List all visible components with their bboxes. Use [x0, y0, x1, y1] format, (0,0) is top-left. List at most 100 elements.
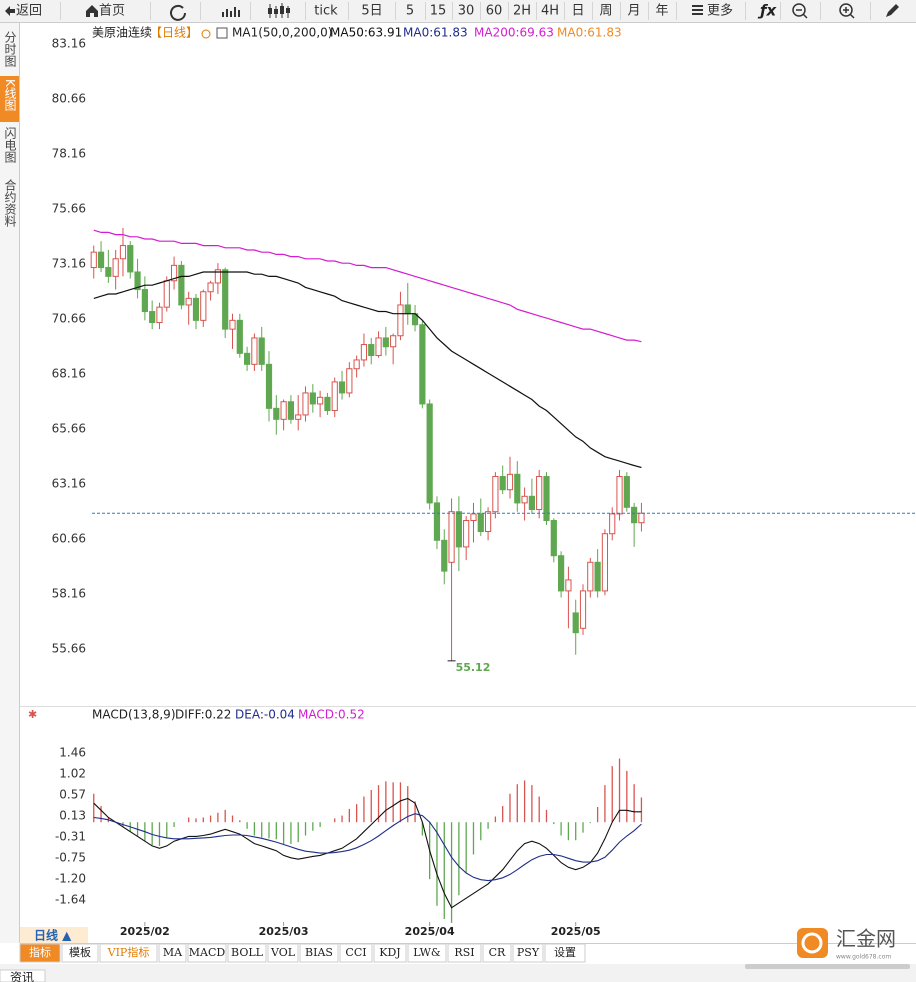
candle-body	[149, 311, 156, 324]
home-icon	[86, 5, 98, 17]
indicator-tab[interactable]: LW&	[413, 946, 441, 959]
indicator-tab[interactable]: BIAS	[305, 946, 333, 959]
indicator-tab[interactable]: MACD	[189, 946, 226, 959]
indicator-tab[interactable]: CR	[489, 946, 506, 959]
candle-body	[477, 513, 484, 533]
indicator-tab[interactable]: RSI	[454, 946, 474, 959]
candle-body	[514, 473, 521, 504]
candle-body	[536, 476, 543, 511]
macd-legend-item: MACD:0.52	[298, 708, 365, 722]
fx-icon[interactable]: ƒx	[757, 2, 778, 20]
period-icon[interactable]	[201, 29, 211, 39]
indicator-tab-box	[544, 943, 586, 963]
zoom-in-icon[interactable]	[839, 3, 853, 17]
x-tick-label: 2025/03	[259, 925, 309, 938]
candle-body	[141, 289, 148, 313]
refresh-icon[interactable]	[170, 4, 186, 21]
toolbar-button[interactable]: 60	[486, 4, 503, 19]
toolbar-button[interactable]: 5	[406, 4, 414, 19]
candle-body	[528, 495, 535, 511]
candle-body	[543, 476, 550, 522]
indicator-tab-box	[373, 943, 407, 963]
candle-body	[565, 579, 572, 592]
toolbar-button[interactable]: 返回	[16, 4, 42, 19]
candle-body	[638, 512, 645, 524]
toolbar-button[interactable]: 日	[571, 4, 584, 19]
indicator-tab-box	[99, 943, 158, 963]
period-button-box	[20, 927, 88, 943]
candle-body	[470, 513, 477, 522]
candle-body	[587, 561, 594, 592]
candle-body	[90, 251, 97, 269]
candle-body	[506, 473, 514, 491]
y-tick-label: 68.16	[52, 367, 86, 381]
candle-body	[156, 306, 163, 324]
candle-body	[433, 502, 441, 541]
toolbar-button[interactable]: 首页	[99, 4, 125, 19]
toolbar-button[interactable]: 周	[599, 4, 612, 19]
candle-body	[455, 511, 462, 548]
indicator-tab[interactable]: 模板	[69, 945, 91, 959]
candle-body	[616, 476, 623, 515]
toolbar-button[interactable]: 4H	[541, 4, 559, 19]
macd-setting-icon[interactable]: ✱	[28, 708, 37, 721]
candle-body	[419, 324, 426, 405]
candle-body	[601, 533, 609, 592]
candle-body	[404, 304, 411, 315]
candle-body	[609, 513, 616, 535]
toolbar	[0, 0, 916, 22]
indicator-tab-box	[339, 943, 373, 963]
macd-y-tick-label: 1.46	[59, 745, 86, 759]
toolbar-button[interactable]: 30	[458, 4, 475, 19]
indicator-tab[interactable]: KDJ	[379, 946, 400, 959]
indicator-tab[interactable]: CCI	[345, 946, 366, 959]
chart-title: 美原油连续	[92, 25, 152, 40]
toolbar-button[interactable]: 年	[655, 4, 668, 19]
chart-icon[interactable]	[222, 7, 240, 17]
candle-body	[346, 368, 353, 394]
side-tab[interactable]: 闪电图	[3, 127, 17, 163]
side-tab[interactable]: K线图	[3, 79, 17, 111]
indicator-tab[interactable]: PSY	[517, 946, 540, 959]
pen-icon[interactable]	[886, 4, 899, 17]
indicator-tab[interactable]: VOL	[270, 946, 296, 959]
toolbar-button[interactable]: 更多	[707, 3, 733, 19]
footer	[0, 964, 916, 982]
candle-body	[251, 337, 258, 365]
indicator-tab[interactable]: 指标	[29, 945, 51, 959]
macd-y-tick-label: -1.20	[55, 872, 86, 886]
indicator-tab-box	[512, 943, 544, 963]
indicator-tab[interactable]: VIP指标	[107, 945, 150, 959]
candle-body	[295, 414, 302, 420]
period: 【日线】	[150, 26, 198, 40]
indicator-tab[interactable]: BOLL	[231, 946, 264, 959]
legend-item: MA0:61.83	[403, 26, 468, 40]
side-tab[interactable]: 合约资料	[3, 178, 17, 227]
legend-item: MA0:61.83	[557, 26, 622, 40]
y-tick-label: 63.16	[52, 476, 86, 490]
zoom-out-icon[interactable]	[792, 3, 806, 17]
footer-tab[interactable]: 资讯	[10, 971, 34, 982]
toolbar-button[interactable]: tick	[314, 4, 338, 19]
side-tab[interactable]: 分时图	[3, 31, 17, 67]
toolbar-button[interactable]: 5日	[361, 4, 382, 19]
toolbar-button[interactable]: 2H	[513, 4, 531, 19]
toolbar-button[interactable]: 月	[627, 4, 640, 19]
candle-body	[360, 344, 368, 361]
y-tick-label: 73.16	[52, 257, 86, 271]
toolbar-button[interactable]: 15	[430, 4, 447, 19]
candle-body	[484, 511, 492, 533]
period-button[interactable]: 日线 ▲	[34, 928, 72, 943]
y-tick-label: 60.66	[52, 531, 86, 545]
indicator-tab[interactable]: MA	[163, 946, 183, 959]
candle-body	[521, 495, 528, 504]
indicator-tab[interactable]: 设置	[554, 946, 576, 959]
candle-body	[170, 264, 178, 282]
ma-setting-icon[interactable]	[216, 27, 228, 39]
macd-diff-line	[93, 797, 642, 909]
y-tick-label: 80.66	[52, 92, 86, 106]
candle-icon-body	[268, 6, 290, 14]
candle-body	[448, 511, 455, 563]
macd-dea-line	[93, 813, 642, 882]
